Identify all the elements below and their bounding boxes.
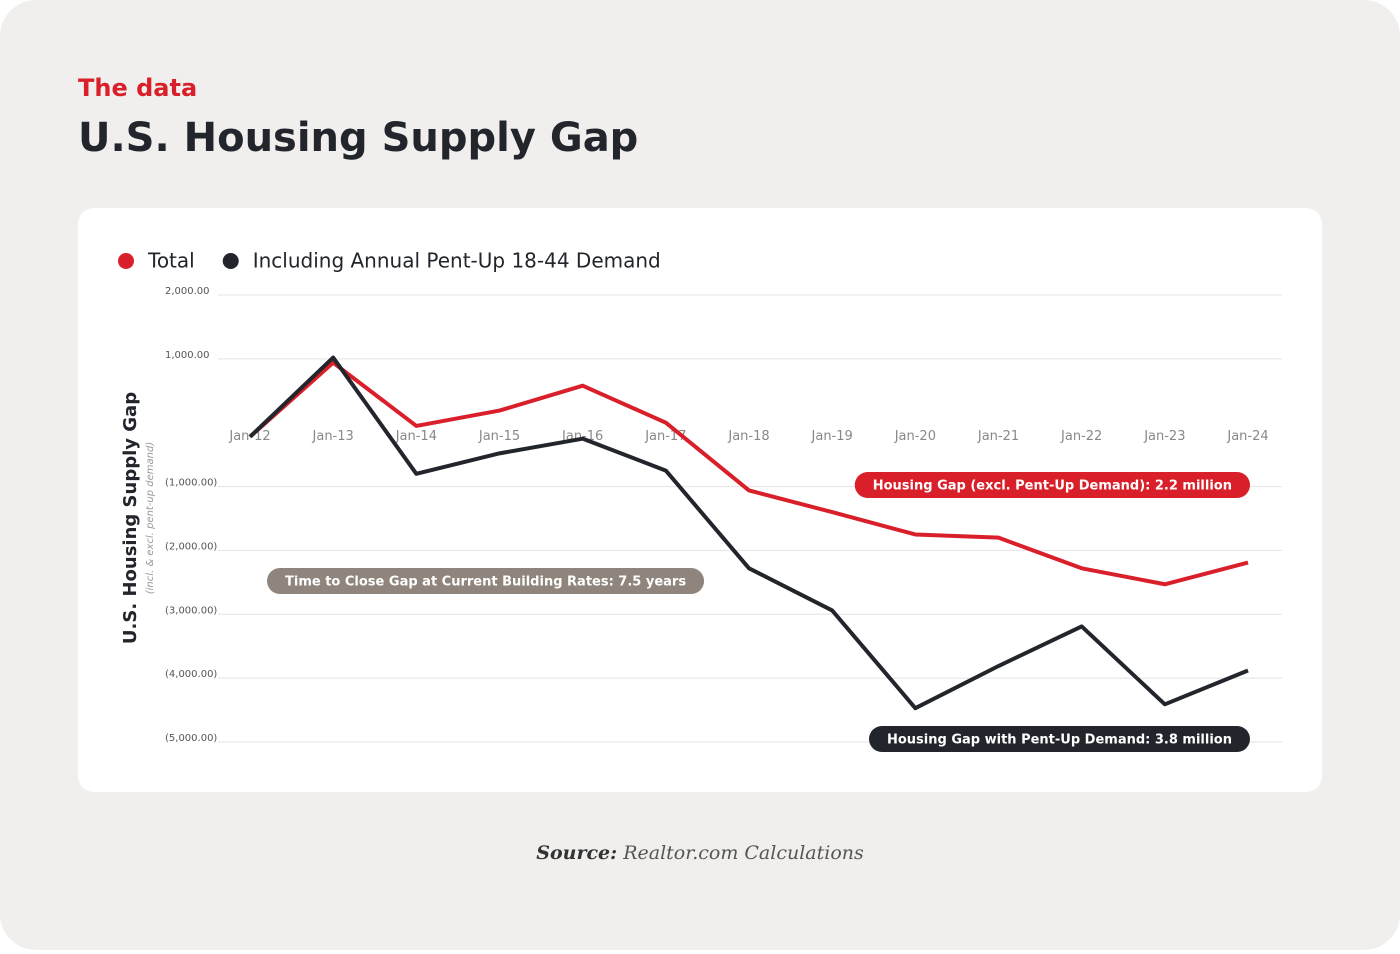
series-line (248, 360, 1249, 587)
legend-label: Including Annual Pent-Up 18-44 Demand (253, 249, 661, 273)
x-tick-label: Jan-20 (894, 429, 936, 444)
annotation-text: Housing Gap (excl. Pent-Up Demand): 2.2 … (873, 479, 1232, 494)
x-tick-label: Jan-21 (977, 429, 1019, 444)
x-tick-label: Jan-24 (1226, 429, 1268, 444)
x-tick-label: Jan-23 (1143, 429, 1185, 444)
title: U.S. Housing Supply Gap (78, 115, 638, 161)
legend-label: Total (147, 249, 195, 273)
source-label: Source: (536, 842, 617, 864)
x-tick-label: Jan-15 (478, 429, 520, 444)
y-tick-label: 1,000.00 (165, 350, 210, 361)
legend-marker (222, 253, 239, 269)
annotation: Housing Gap (excl. Pent-Up Demand): 2.2 … (854, 472, 1250, 498)
annotation-text: Time to Close Gap at Current Building Ra… (285, 575, 686, 590)
kicker: The data (78, 74, 197, 102)
source: Source: Realtor.com Calculations (536, 842, 864, 864)
annotation-pill (267, 568, 705, 594)
annotation: Time to Close Gap at Current Building Ra… (267, 568, 705, 594)
annotation-text: Housing Gap with Pent-Up Demand: 3.8 mil… (887, 733, 1232, 748)
annotation: Housing Gap with Pent-Up Demand: 3.8 mil… (868, 726, 1250, 752)
y-tick-label: (1,000.00) (165, 478, 217, 489)
y-tick-label: (2,000.00) (165, 541, 217, 552)
y-tick-label: (3,000.00) (165, 605, 217, 616)
y-tick-label: (4,000.00) (165, 669, 217, 680)
x-tick-label: Jan-19 (811, 429, 853, 444)
series-line (248, 355, 1249, 711)
y-tick-label: (5,000.00) (165, 733, 217, 744)
y-label: U.S. Housing Supply Gap (120, 392, 141, 644)
x-tick-label: Jan-13 (312, 429, 354, 444)
card (78, 208, 1322, 792)
x-tick-label: Jan-14 (395, 429, 437, 444)
x-tick-label: Jan-22 (1060, 429, 1102, 444)
annotation-pill (868, 726, 1250, 752)
x-tick-label: Jan-12 (228, 429, 270, 444)
y-tick-label: 2,000.00 (165, 286, 210, 297)
legend-marker (118, 253, 134, 269)
annotation-pill (854, 472, 1250, 498)
source-text: Realtor.com Calculations (622, 842, 864, 864)
y-sublabel: (incl. & excl. pent-up demand) (145, 442, 156, 595)
x-tick-label: Jan-18 (727, 429, 769, 444)
